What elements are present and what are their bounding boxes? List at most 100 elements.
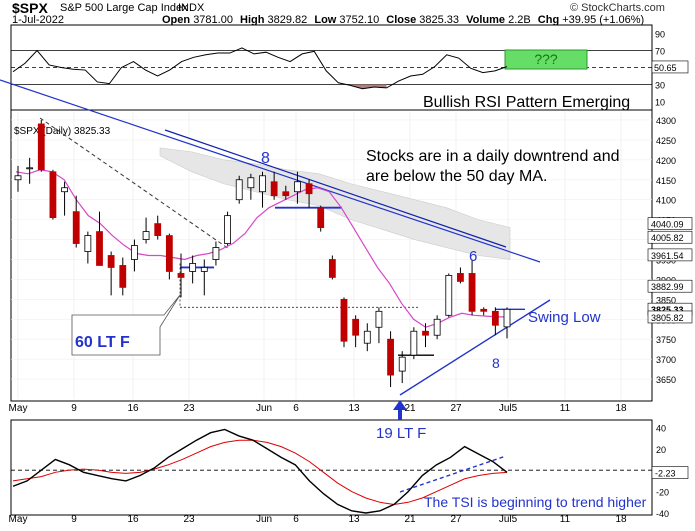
chart-marks: 9070503010???50.65MayMay9916162323JunJun… <box>0 30 693 525</box>
candle-body <box>96 231 103 266</box>
price-tick-label: 4150 <box>656 176 676 186</box>
candle-body <box>119 265 127 288</box>
price-x-label: 11 <box>560 403 571 414</box>
candle-body <box>270 181 278 197</box>
candle-body <box>14 175 22 181</box>
price-value-label: 3825.33 <box>651 305 684 315</box>
price-legend: $SPX (Daily) 3825.33 <box>14 126 111 137</box>
high-value: 3829.82 <box>267 14 308 26</box>
open-label: Open <box>162 14 191 26</box>
candle-body <box>37 123 45 171</box>
volume-label: Volume <box>466 14 506 26</box>
count-8-top: 8 <box>261 150 270 167</box>
candle-body <box>247 177 255 189</box>
tsi-x-label: 6 <box>293 514 299 525</box>
candle-body <box>305 183 313 195</box>
tsi-x-label: 18 <box>615 514 627 525</box>
price-x-label: Jul5 <box>499 403 518 414</box>
price-x-label: May <box>9 403 28 414</box>
price-value-label: 3805.82 <box>651 313 684 323</box>
tsi-line <box>12 428 508 514</box>
price-value-label: 4040.09 <box>651 220 684 230</box>
tsi-x-label: 9 <box>71 514 77 525</box>
rsi-question-text: ??? <box>534 51 558 67</box>
candle-body <box>398 356 406 372</box>
candle-body <box>212 247 220 260</box>
price-tick-label: 4250 <box>656 136 676 146</box>
tsi-panel <box>10 419 653 516</box>
candle-body <box>235 179 243 201</box>
rsi-tick-label: 10 <box>655 98 665 108</box>
lt-dashed-line <box>39 117 230 250</box>
rsi-tick-label: 30 <box>655 81 665 91</box>
rsi-line <box>12 47 508 90</box>
tsi-x-label: Jul5 <box>499 514 518 525</box>
candle-body <box>131 245 138 260</box>
count-8-bottom: 8 <box>492 355 500 371</box>
candle-body <box>200 267 208 272</box>
candle-body <box>503 308 511 328</box>
swing-low-annotation: Swing Low <box>528 309 601 326</box>
candle-body <box>410 330 418 356</box>
tsi-x-label: May <box>9 514 28 525</box>
candle-body <box>154 223 162 236</box>
candle-body <box>259 175 266 193</box>
price-value-box <box>647 217 693 230</box>
price-value-box <box>647 230 693 244</box>
candle-body <box>375 310 383 328</box>
candle-body <box>422 330 429 336</box>
candle-body <box>84 235 92 252</box>
tsi-note-annotation: The TSI is beginning to trend higher <box>424 494 647 510</box>
candle-body <box>433 318 441 336</box>
close-value: 3825.33 <box>419 14 460 26</box>
tsi-x-label: Jun <box>256 514 272 525</box>
price-value-label: 4005.82 <box>651 233 684 243</box>
tsi-tick-label: -40 <box>656 509 669 519</box>
header-name: S&P 500 Large Cap Index <box>60 2 188 14</box>
tsi-signal-line <box>12 439 508 505</box>
lt-60-callout <box>71 294 181 356</box>
candle-body <box>26 167 34 170</box>
rsi-tick-label: 70 <box>655 47 665 57</box>
trend-line-2 <box>164 129 507 248</box>
candle-body <box>49 171 57 219</box>
chg-value: +39.95 (+1.06%) <box>562 14 645 26</box>
price-x-label: 18 <box>615 403 627 414</box>
candle-body <box>282 191 290 197</box>
count-6: 6 <box>469 248 478 265</box>
price-tick-label: 3700 <box>656 355 676 365</box>
tsi-tick-label: -20 <box>656 488 669 498</box>
candle-body <box>142 231 150 240</box>
lt-19-arrow <box>393 400 407 420</box>
price-x-label: Jun <box>256 403 272 414</box>
price-value-label: 3882.99 <box>651 282 684 292</box>
tsi-tick-label: 20 <box>656 445 666 455</box>
watermark: © StockCharts.com <box>570 2 665 14</box>
candle-body <box>468 273 476 312</box>
candle-body <box>387 338 394 376</box>
candle-body <box>328 259 336 278</box>
candle-body <box>107 255 115 268</box>
header-date: 1-Jul-2022 <box>12 14 64 26</box>
candle-body <box>294 181 301 193</box>
candle-body <box>457 273 464 282</box>
rsi-question-box <box>504 49 588 70</box>
candle-body <box>480 308 488 312</box>
tsi-x-label: 21 <box>404 514 416 525</box>
close-label: Close <box>386 14 417 26</box>
price-value-box <box>647 310 693 324</box>
rsi-tick-label: 90 <box>655 30 665 40</box>
sma-line <box>15 169 510 328</box>
price-tick-label: 3850 <box>656 295 676 305</box>
trend-line-1 <box>0 79 541 263</box>
volume-value: 2.2B <box>508 14 531 26</box>
rsi-current-label: 50.65 <box>654 63 677 73</box>
candle-body <box>61 187 68 193</box>
candle-body <box>363 330 371 344</box>
tsi-current-label: -2.23 <box>655 469 676 479</box>
lt-60-annotation: 60 LT F <box>75 334 130 351</box>
price-x-label: 23 <box>183 403 195 414</box>
price-value-box <box>647 279 693 293</box>
price-x-label: 21 <box>404 403 416 414</box>
